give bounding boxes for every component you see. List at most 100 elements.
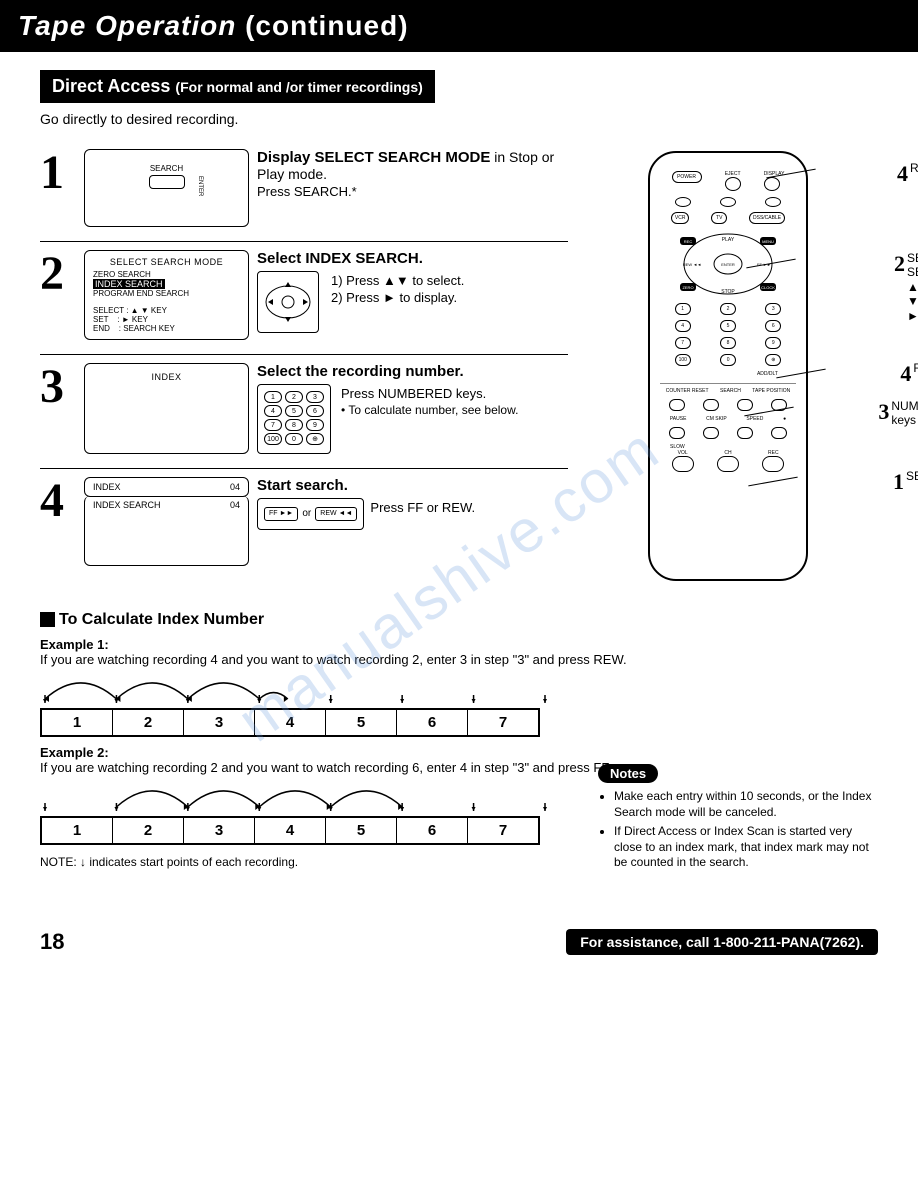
tape-cell: 2 — [113, 818, 184, 843]
svg-text:REW ◄◄: REW ◄◄ — [683, 262, 701, 267]
enter-label: ENTER — [197, 176, 203, 196]
tape-cell: 4 — [255, 818, 326, 843]
remote-button — [669, 427, 685, 439]
notes-item: If Direct Access or Index Scan is starte… — [614, 824, 878, 871]
remote-button — [762, 456, 784, 472]
step1-screen: SEARCH ENTER — [84, 149, 249, 227]
step2-heading: Select INDEX SEARCH. — [257, 250, 568, 267]
keypad-diagram: 1234567891000⊕ — [257, 384, 331, 454]
step2-screen-title: SELECT SEARCH MODE — [93, 257, 240, 267]
assistance-bar: For assistance, call 1-800-211-PANA(7262… — [566, 929, 878, 955]
intro-text: Go directly to desired recording. — [40, 111, 878, 127]
remote-column: POWEREJECTDISPLAYVCRTVDSS/CABLEPLAYSTOPR… — [578, 141, 878, 581]
svg-text:PLAY: PLAY — [722, 237, 735, 243]
step-number: 1 — [40, 149, 76, 227]
remote-button — [717, 456, 739, 472]
notes-item: Make each entry within 10 seconds, or th… — [614, 789, 878, 820]
keypad-key: 9 — [306, 419, 324, 431]
step1-heading: Display SELECT SEARCH MODE — [257, 149, 490, 166]
keypad-key: 6 — [306, 405, 324, 417]
search-label: SEARCH — [150, 164, 183, 173]
keypad-key: 3 — [306, 391, 324, 403]
tape-cell: 5 — [326, 818, 397, 843]
remote-button: DSS/CABLE — [749, 212, 785, 224]
tape-cell: 2 — [113, 710, 184, 735]
subheader-small: (For normal and /or timer recordings) — [175, 79, 422, 95]
square-bullet-icon — [40, 612, 55, 627]
remote-button: 4 — [675, 320, 691, 332]
step4-screen2: INDEX SEARCH 04 — [84, 496, 249, 566]
svg-text:ENTER: ENTER — [721, 262, 735, 267]
ff-key-icon: FF ►► — [264, 507, 298, 521]
remote-button: ⊕ — [765, 354, 781, 366]
tape-cell: 5 — [326, 710, 397, 735]
remote-callout: 4REW — [897, 161, 918, 187]
step3-screen-title: INDEX — [93, 372, 240, 382]
power-button: POWER — [672, 171, 702, 183]
svg-text:CLOCK: CLOCK — [761, 285, 775, 290]
step2-screen: SELECT SEARCH MODE ZERO SEARCH INDEX SEA… — [84, 250, 249, 340]
remote-button — [771, 427, 787, 439]
tape-cell: 6 — [397, 818, 468, 843]
menu-legend: SET : ► KEY — [93, 315, 240, 324]
arcs-2 — [40, 783, 550, 811]
step1-text: Display SELECT SEARCH MODE in Stop or Pl… — [257, 149, 568, 227]
example1-text: If you are watching recording 4 and you … — [40, 652, 878, 667]
tape-cell: 7 — [468, 818, 538, 843]
menu-item: ZERO SEARCH — [93, 270, 240, 279]
remote-bottom-panel: COUNTER RESETSEARCHTAPE POSITIONPAUSECM … — [660, 383, 796, 472]
remote-callout: 1SEARCH — [893, 469, 918, 495]
keypad-key: 4 — [264, 405, 282, 417]
remote-button: 1 — [675, 303, 691, 315]
svg-text:REC: REC — [684, 239, 693, 244]
tape-cell: 6 — [397, 710, 468, 735]
keypad-key: 100 — [264, 433, 282, 445]
arcs-1 — [40, 675, 550, 703]
remote-button — [672, 456, 694, 472]
notes-list: Make each entry within 10 seconds, or th… — [598, 789, 878, 871]
step-number: 2 — [40, 250, 76, 340]
page-title-bar: Tape Operation (continued) — [0, 0, 918, 52]
step1-line2: Press SEARCH.* — [257, 184, 568, 199]
step3-bullet: • To calculate number, see below. — [341, 403, 518, 417]
remote-button: 3 — [765, 303, 781, 315]
keypad-key: ⊕ — [306, 433, 324, 445]
step3-text: Select the recording number. 12345678910… — [257, 363, 568, 454]
svg-text:ZERO: ZERO — [682, 285, 693, 290]
step4-line1: Press FF or REW. — [370, 500, 475, 515]
remote-button: 0 — [720, 354, 736, 366]
tape-cell: 1 — [42, 818, 113, 843]
remote-callout: 4FF — [900, 361, 918, 387]
indicator-icon — [765, 197, 781, 207]
keypad-key: 0 — [285, 433, 303, 445]
remote-button: 6 — [765, 320, 781, 332]
step4-text: Start search. FF ►► or REW ◄◄ Press FF o… — [257, 477, 568, 566]
step2-line1: 1) Press ▲▼ to select. — [331, 273, 464, 288]
subheader-bar: Direct Access (For normal and /or timer … — [40, 70, 435, 103]
tape-cell: 4 — [255, 710, 326, 735]
title-continued: (continued) — [245, 10, 408, 41]
page-footer: 18 For assistance, call 1-800-211-PANA(7… — [40, 929, 878, 955]
tape-cell: 7 — [468, 710, 538, 735]
step-2: 2 SELECT SEARCH MODE ZERO SEARCH INDEX S… — [40, 241, 568, 354]
step-4: 4 INDEX 04 INDEX SEARCH 04 Start search. — [40, 468, 568, 580]
calc-section-heading: To Calculate Index Number — [40, 611, 878, 629]
keypad-key: 7 — [264, 419, 282, 431]
notes-box: Notes Make each entry within 10 seconds,… — [598, 764, 878, 875]
tape-cell: 3 — [184, 818, 255, 843]
remote-button: 2 — [720, 303, 736, 315]
step-number: 3 — [40, 363, 76, 454]
menu-legend: END : SEARCH KEY — [93, 324, 240, 333]
remote-button — [669, 399, 685, 411]
keypad-key: 5 — [285, 405, 303, 417]
title-main: Tape Operation — [18, 10, 236, 41]
ffrew-diagram: FF ►► or REW ◄◄ — [257, 498, 364, 530]
menu-item-selected: INDEX SEARCH — [93, 279, 240, 289]
step2-text: Select INDEX SEARCH. 1) Press ▲▼ to sele… — [257, 250, 568, 340]
remote-button: 7 — [675, 337, 691, 349]
keypad-key: 2 — [285, 391, 303, 403]
remote-callout: 3NUMBERED keys — [878, 399, 918, 428]
dpad-diagram — [257, 271, 319, 333]
menu-item: PROGRAM END SEARCH — [93, 289, 240, 298]
step2-line2: 2) Press ► to display. — [331, 290, 464, 305]
